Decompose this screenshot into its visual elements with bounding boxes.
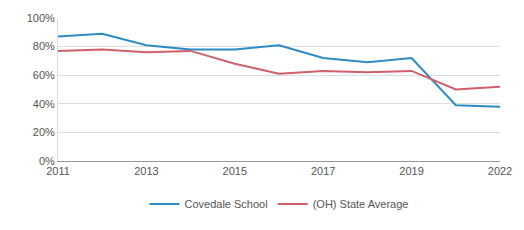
- svg-text:20%: 20%: [33, 126, 55, 138]
- svg-text:2011: 2011: [46, 165, 70, 177]
- svg-text:2017: 2017: [311, 165, 335, 177]
- svg-text:0%: 0%: [39, 155, 55, 167]
- svg-text:2013: 2013: [134, 165, 158, 177]
- svg-text:100%: 100%: [27, 12, 55, 24]
- svg-text:2022: 2022: [488, 165, 512, 177]
- svg-text:2015: 2015: [223, 165, 247, 177]
- svg-text:40%: 40%: [33, 98, 55, 110]
- svg-text:60%: 60%: [33, 69, 55, 81]
- svg-text:2019: 2019: [399, 165, 423, 177]
- svg-text:Covedale School: Covedale School: [185, 198, 268, 210]
- svg-text:80%: 80%: [33, 40, 55, 52]
- svg-text:(OH) State Average: (OH) State Average: [313, 198, 409, 210]
